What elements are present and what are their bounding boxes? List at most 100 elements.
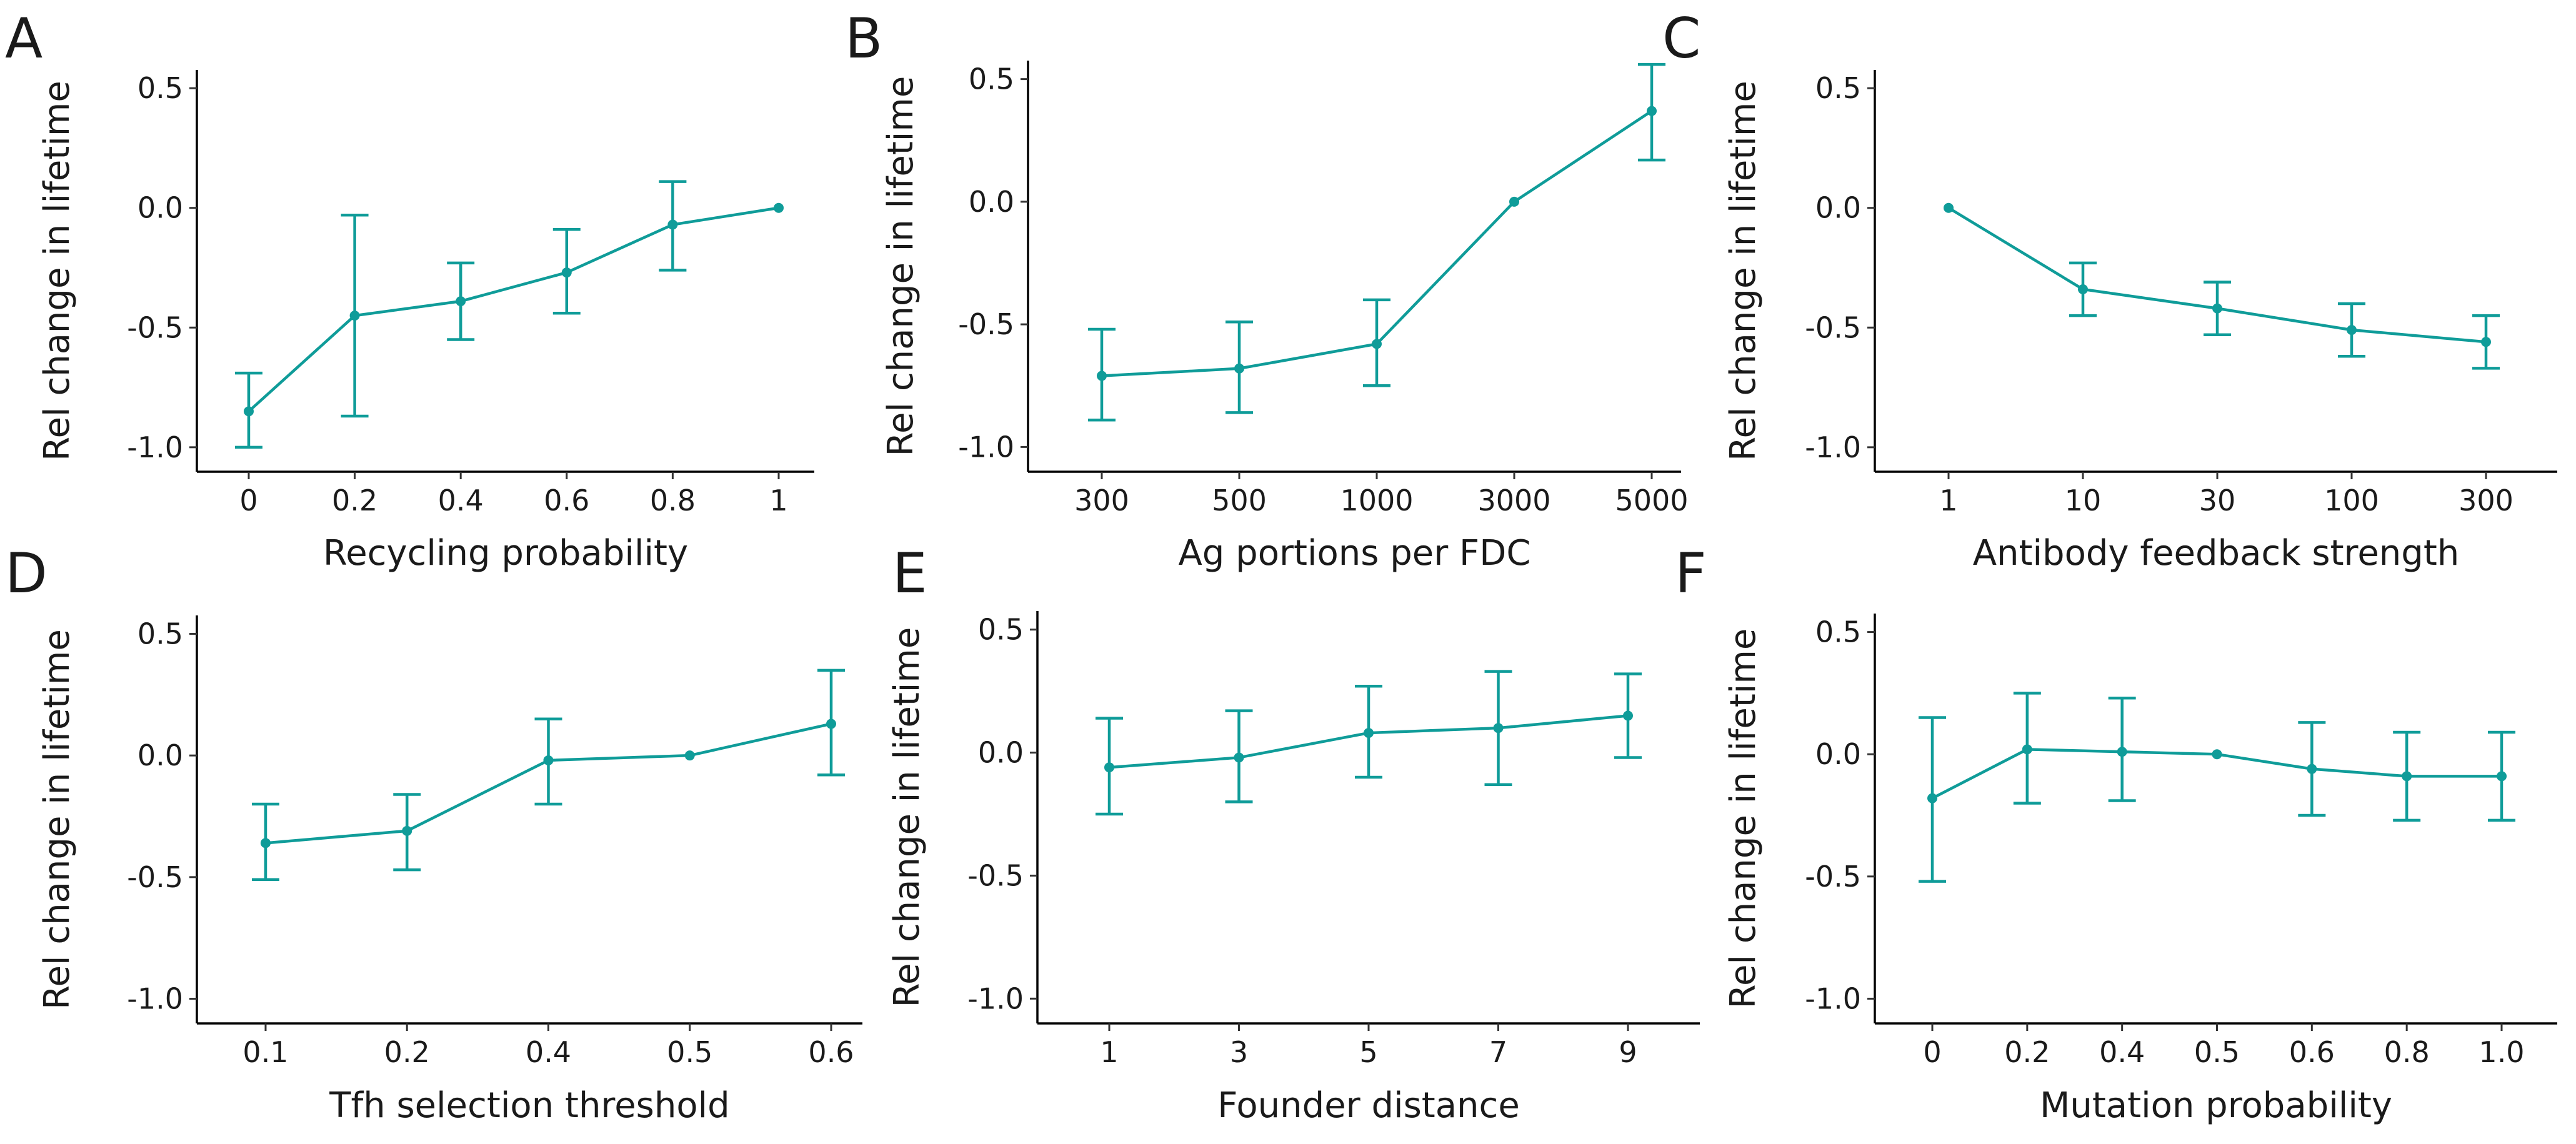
x-tick-label: 500 <box>1212 484 1267 517</box>
data-point <box>2402 771 2412 782</box>
y-tick-label: 0.0 <box>1815 737 1861 771</box>
data-point <box>1364 728 1374 739</box>
x-tick-label: 0.8 <box>650 484 696 517</box>
panel-letter: F <box>1675 541 1707 605</box>
y-tick-label: -1.0 <box>1805 982 1861 1015</box>
x-tick-label: 0.4 <box>438 484 484 517</box>
data-point <box>561 267 572 278</box>
x-axis-title: Antibody feedback strength <box>1973 533 2460 574</box>
x-tick-label: 0.6 <box>2289 1035 2335 1069</box>
data-point <box>684 750 695 761</box>
y-axis-title: Rel change in lifetime <box>887 627 927 1008</box>
data-point <box>774 202 784 213</box>
y-axis-title: Rel change in lifetime <box>1723 629 1764 1009</box>
panel-letter: D <box>5 541 47 605</box>
x-tick-label: 0 <box>239 484 257 517</box>
x-tick-label: 1 <box>1100 1035 1118 1069</box>
x-tick-label: 5 <box>1359 1035 1377 1069</box>
data-point <box>1372 339 1382 349</box>
y-tick-label: -0.5 <box>958 307 1014 341</box>
y-tick-label: -0.5 <box>127 311 183 344</box>
x-tick-label: 7 <box>1489 1035 1507 1069</box>
x-tick-label: 0.2 <box>2004 1035 2050 1069</box>
x-tick-label: 0.5 <box>667 1035 712 1069</box>
y-tick-label: 0.5 <box>969 62 1014 96</box>
data-point <box>2347 325 2357 336</box>
y-tick-label: -0.5 <box>127 860 183 894</box>
data-point <box>1927 793 1937 803</box>
x-tick-label: 0.2 <box>384 1035 430 1069</box>
x-axis-title: Recycling probability <box>323 533 688 574</box>
panel-letter: C <box>1662 6 1700 71</box>
x-tick-label: 300 <box>1074 484 1129 517</box>
data-point <box>261 838 271 848</box>
y-tick-label: -1.0 <box>127 430 183 464</box>
data-point <box>2022 744 2032 755</box>
y-tick-label: -1.0 <box>958 430 1014 464</box>
panel-d: D -1.0 -0.5 0.0 0.5 0.1 0.2 0.4 0.5 0.6 Tfh select… <box>5 541 862 1126</box>
y-tick-label: -0.5 <box>1805 311 1861 344</box>
x-tick-label: 1.0 <box>2479 1035 2524 1069</box>
data-point <box>1623 710 1633 721</box>
data-point <box>826 719 836 729</box>
x-tick-label: 3000 <box>1477 484 1550 517</box>
y-axis-title: Rel change in lifetime <box>1723 81 1764 461</box>
data-point <box>1647 106 1657 116</box>
x-tick-label: 0.2 <box>332 484 377 517</box>
x-tick-label: 1 <box>769 484 787 517</box>
data-point <box>1234 752 1244 763</box>
x-tick-label: 0.4 <box>526 1035 571 1069</box>
data-point <box>2212 303 2222 314</box>
series-line <box>247 206 779 413</box>
y-tick-label: -0.5 <box>967 858 1024 892</box>
data-point <box>543 755 554 765</box>
data-point <box>1104 762 1114 773</box>
x-tick-label: 1000 <box>1340 484 1413 517</box>
data-point <box>2307 763 2317 774</box>
data-point <box>2078 284 2088 294</box>
y-tick-label: -0.5 <box>1805 860 1861 893</box>
y-tick-label: 0.0 <box>969 185 1014 219</box>
y-tick-label: 0.5 <box>137 71 183 105</box>
y-axis-title: Rel change in lifetime <box>37 81 77 461</box>
x-tick-label: 0.1 <box>242 1035 288 1069</box>
y-tick-label: -1.0 <box>127 982 183 1016</box>
x-axis-title: Mutation probability <box>2040 1085 2392 1126</box>
x-axis-title: Founder distance <box>1217 1085 1520 1126</box>
y-axis-title: Rel change in lifetime <box>881 76 921 457</box>
x-tick-label: 0.6 <box>808 1035 854 1069</box>
data-point <box>2497 771 2507 782</box>
data-point <box>456 296 466 307</box>
data-point <box>1493 723 1504 734</box>
panel-f: F -1.0 -0.5 0.0 0.5 0 0.2 0.4 0.5 0.6 0.8 1.0 Mutati… <box>1675 541 2557 1126</box>
x-tick-label: 0.4 <box>2099 1035 2145 1069</box>
y-tick-label: 0.0 <box>137 191 183 225</box>
panel-b: B -1.0 -0.5 0.0 0.5 300 500 1000 3000 5000 Ag port… <box>845 6 1689 574</box>
y-tick-label: 0.5 <box>978 613 1024 647</box>
panel-c: C -1.0 -0.5 0.0 0.5 1 10 30 100 300 Antibody feedb… <box>1662 6 2557 574</box>
y-axis-title: Rel change in lifetime <box>37 629 77 1010</box>
panel-a: A -1.0 -0.5 0.0 0.5 0 0.2 0.4 0.6 0.8 1 Recycling p… <box>5 6 814 574</box>
panel-e: E -1.0 -0.5 0.0 0.5 1 3 5 7 9 Founder distance Rel … <box>887 541 1700 1126</box>
data-point <box>1509 196 1519 207</box>
x-tick-label: 0.8 <box>2384 1035 2430 1069</box>
y-tick-label: 0.0 <box>137 739 183 772</box>
panel-letter: B <box>845 6 882 71</box>
data-point <box>2481 337 2491 347</box>
data-point <box>1944 202 1954 213</box>
panel-letter: E <box>892 541 927 605</box>
y-tick-label: -1.0 <box>1805 430 1861 464</box>
x-axis-title: Tfh selection threshold <box>329 1085 729 1126</box>
x-tick-label: 300 <box>2459 484 2514 517</box>
y-tick-label: 0.0 <box>978 736 1024 770</box>
data-point <box>1097 371 1107 381</box>
y-tick-label: 0.5 <box>1815 615 1861 649</box>
data-point <box>667 219 678 230</box>
y-tick-label: 0.0 <box>1815 191 1861 225</box>
panel-letter: A <box>5 6 42 71</box>
x-tick-label: 9 <box>1619 1035 1637 1069</box>
data-point <box>1234 363 1244 374</box>
x-tick-label: 0 <box>1923 1035 1941 1069</box>
x-axis-title: Ag portions per FDC <box>1179 533 1531 574</box>
